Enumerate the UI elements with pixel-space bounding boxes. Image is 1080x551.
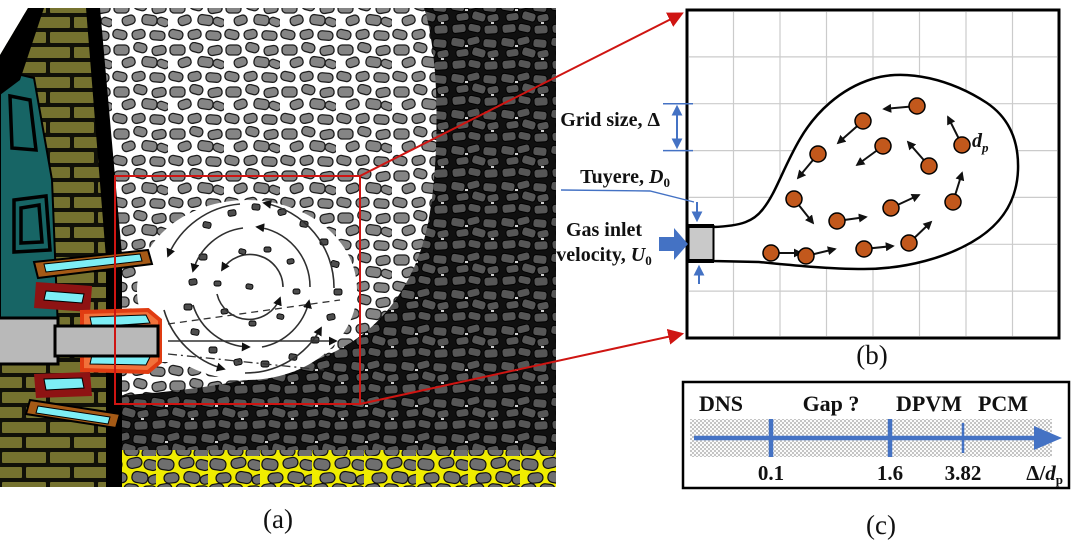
tuyere-inlet bbox=[687, 224, 715, 263]
blast-pipe-wide bbox=[0, 316, 60, 366]
panel-a-furnace-illustration bbox=[0, 8, 556, 487]
gas-inlet-block-arrow bbox=[659, 228, 688, 260]
zoom-connector-bottom bbox=[359, 328, 685, 405]
method-label-pcm: PCM bbox=[978, 391, 1028, 416]
method-label-dpvm: DPVM bbox=[896, 391, 962, 416]
raceway-circulation-arrows bbox=[163, 199, 335, 374]
panel-b-annotations bbox=[560, 102, 705, 284]
panel-c-scale-axis: DNS Gap ? DPVM PCM 0.1 1.6 3.82 Δ/dp bbox=[681, 380, 1071, 490]
blast-pipe bbox=[53, 324, 160, 358]
wall-outer-casing-top bbox=[0, 8, 44, 95]
tick-label-1.6: 1.6 bbox=[877, 461, 903, 485]
axis-unit-label: Δ/dp bbox=[1026, 461, 1063, 487]
raceway-boundary bbox=[711, 73, 1020, 271]
slag-layer bbox=[106, 450, 556, 487]
tuyere-label: Tuyere, D0 bbox=[580, 166, 670, 190]
wall-teal-chevrons bbox=[8, 93, 52, 254]
gas-jet-lines bbox=[167, 299, 341, 371]
caption-b: (b) bbox=[856, 340, 887, 370]
tuyere-assembly bbox=[0, 248, 162, 430]
panel-b-schematic: dp bbox=[685, 8, 1061, 340]
caption-c: (c) bbox=[866, 510, 896, 540]
tuyere-leader-line bbox=[560, 189, 695, 203]
furnace-wall bbox=[0, 8, 162, 487]
zoom-annotation bbox=[114, 12, 685, 405]
zoom-connector-top bbox=[359, 12, 684, 177]
coke-bed-dark-region bbox=[112, 8, 556, 452]
particle-diameter-label: dp bbox=[972, 130, 989, 155]
tick-label-0.1: 0.1 bbox=[758, 461, 784, 485]
discrete-particles bbox=[762, 97, 971, 265]
gas-inlet-label-line1: Gas inlet bbox=[566, 219, 642, 241]
caption-a: (a) bbox=[263, 504, 293, 534]
method-label-gap: Gap ? bbox=[803, 391, 860, 416]
tick-label-3.82: 3.82 bbox=[945, 461, 982, 485]
raceway-cavity bbox=[137, 200, 357, 380]
gas-inlet-label-line2: velocity, U0 bbox=[556, 244, 651, 268]
axis-arrowhead bbox=[1034, 426, 1062, 450]
red-zoom-rectangle bbox=[114, 175, 361, 405]
method-label-dns: DNS bbox=[699, 391, 743, 416]
grid-size-label: Grid size, Δ bbox=[560, 109, 660, 131]
